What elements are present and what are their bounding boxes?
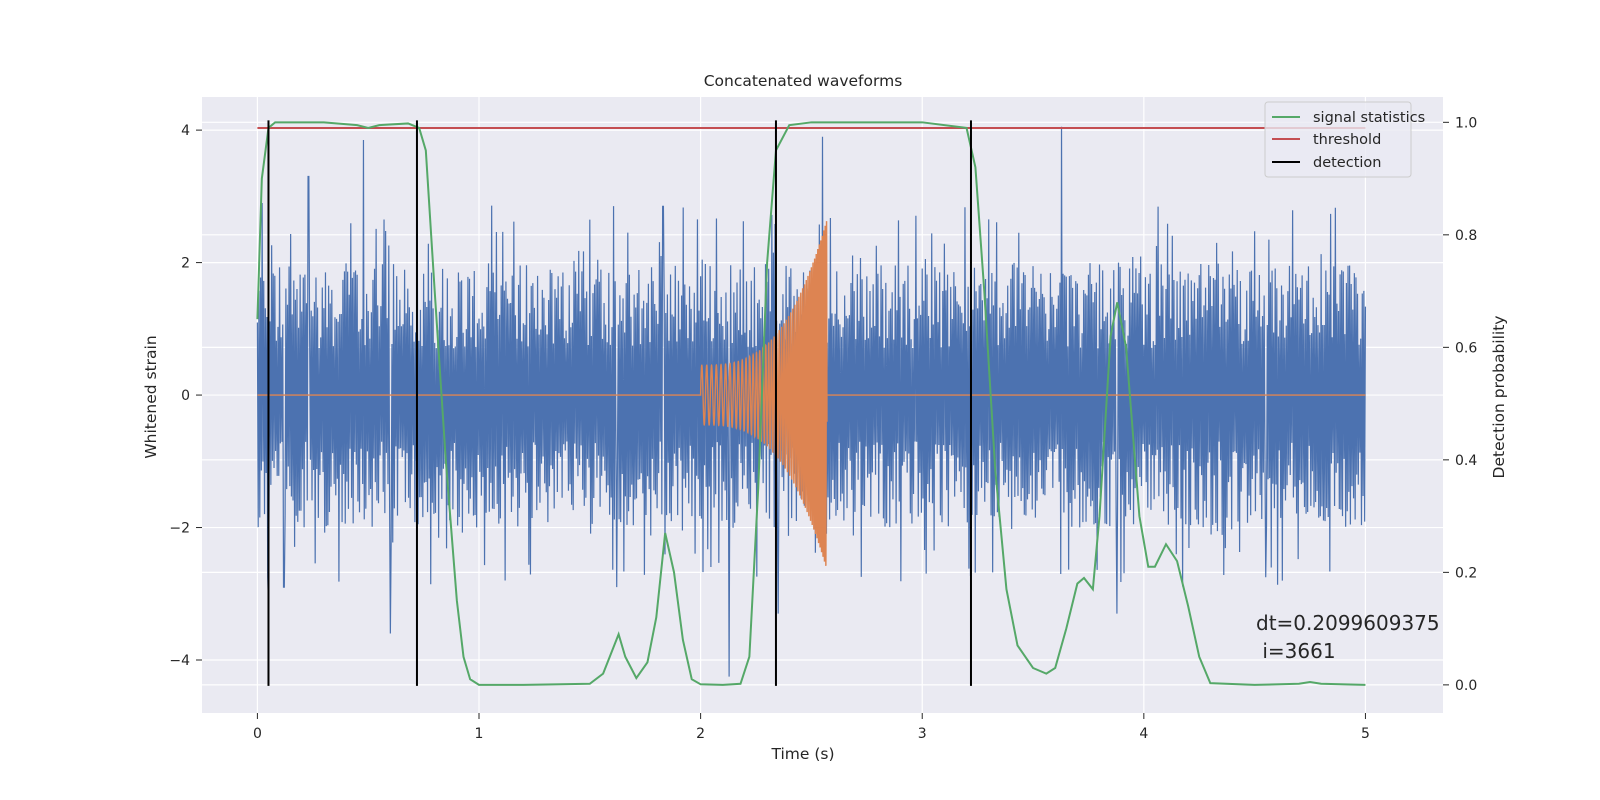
y-tick-label: −2 [169, 521, 190, 537]
legend: signal statistics threshold detection [1264, 101, 1425, 178]
y-axis-right: 0.0 0.2 0.4 0.6 0.8 1.0 [1443, 115, 1477, 694]
x-tick-label: 5 [1361, 726, 1370, 742]
legend-label-signal-statistics: signal statistics [1313, 110, 1425, 126]
x-axis: 0 1 2 3 4 5 [253, 713, 1370, 742]
chart-title: Concatenated waveforms [704, 72, 903, 90]
y2-tick-label: 0.6 [1455, 340, 1477, 356]
line-series [256, 121, 1366, 686]
y2-tick-label: 0.8 [1455, 228, 1477, 244]
y2-tick-label: 1.0 [1455, 115, 1477, 131]
y2-tick-label: 0.0 [1455, 678, 1477, 694]
chirp-series [257, 221, 1366, 566]
legend-box [1264, 101, 1412, 178]
detection-lines [267, 120, 972, 686]
x-tick-label: 4 [1139, 726, 1148, 742]
x-tick-label: 2 [696, 726, 705, 742]
y2-tick-label: 0.4 [1455, 453, 1477, 469]
x-tick-label: 0 [253, 726, 262, 742]
legend-label-detection: detection [1313, 155, 1381, 171]
y-tick-label: 2 [181, 256, 190, 272]
y2-tick-label: 0.2 [1455, 565, 1477, 581]
annotation-index: i=3661 [1256, 639, 1336, 663]
y-tick-label: 4 [181, 123, 190, 139]
y-axis-left: −4 −2 0 2 4 [169, 123, 202, 669]
y-tick-label: 0 [181, 388, 190, 404]
chirp-trace [257, 221, 1366, 566]
x-tick-label: 3 [918, 726, 927, 742]
y-tick-label: −4 [169, 653, 190, 669]
x-tick-label: 1 [475, 726, 484, 742]
signal-statistics-line [256, 121, 1366, 686]
y2-axis-label: Detection probability [1490, 316, 1508, 479]
legend-label-threshold: threshold [1313, 132, 1381, 148]
y-axis-label: Whitened strain [142, 335, 160, 458]
x-axis-label: Time (s) [770, 745, 834, 763]
annotation-dt: dt=0.2099609375 [1256, 611, 1440, 635]
